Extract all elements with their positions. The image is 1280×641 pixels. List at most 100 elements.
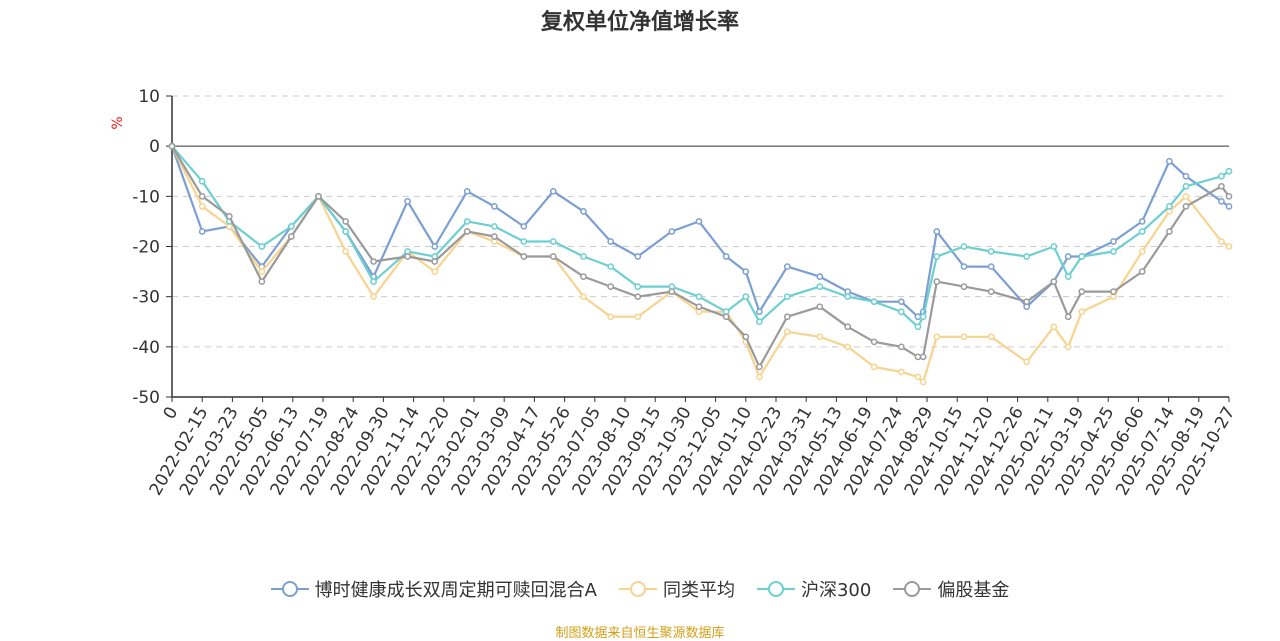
data-point (742, 293, 750, 301)
data-point (1023, 358, 1031, 366)
data-point (844, 293, 852, 301)
data-point (370, 293, 377, 301)
data-point (756, 308, 763, 316)
data-point (549, 253, 557, 260)
data-point (287, 223, 295, 230)
data-point (1050, 243, 1058, 250)
data-point (987, 333, 995, 341)
data-point (370, 258, 377, 265)
data-point (370, 278, 377, 285)
x-tick-label: 0 (160, 404, 183, 423)
data-point (549, 187, 557, 195)
legend-marker-icon (618, 579, 657, 599)
data-point (1218, 198, 1225, 205)
data-point (607, 283, 615, 290)
data-point (431, 268, 439, 275)
legend-item-peer-average[interactable]: 同类平均 (618, 576, 735, 602)
data-point (1225, 167, 1233, 175)
data-point (756, 363, 763, 371)
data-point (933, 278, 941, 285)
data-point (520, 238, 528, 245)
data-point (198, 177, 206, 185)
data-point (933, 228, 941, 235)
data-point (783, 293, 791, 301)
data-point (960, 333, 968, 341)
data-point (987, 288, 995, 295)
data-point (695, 218, 703, 225)
y-tick-label: -10 (132, 187, 160, 207)
data-point (870, 363, 878, 371)
data-point (816, 333, 824, 341)
data-point (742, 268, 750, 275)
data-point (960, 243, 968, 250)
data-point (1182, 182, 1190, 190)
data-point (1138, 228, 1146, 235)
data-point (463, 228, 471, 235)
data-point (897, 343, 905, 351)
data-point (1064, 313, 1072, 321)
data-point (463, 187, 471, 195)
data-source-note: 制图数据来自恒生聚源数据库 (555, 626, 725, 641)
data-point (870, 338, 878, 346)
data-point (1182, 172, 1190, 180)
data-point (1023, 298, 1031, 306)
data-point (1064, 343, 1072, 351)
data-point (315, 192, 322, 200)
data-point (404, 198, 411, 205)
data-point (607, 238, 615, 245)
data-point (914, 313, 922, 321)
data-point (870, 298, 878, 306)
legend-item-fund[interactable]: 博时健康成长双周定期可赎回混合A (270, 576, 597, 602)
data-point (914, 373, 922, 381)
data-point (914, 353, 922, 361)
series-line (171, 145, 1230, 383)
data-point (919, 353, 927, 361)
legend-item-hs300[interactable]: 沪深300 (756, 576, 872, 602)
y-tick-label: -40 (132, 338, 160, 358)
legend-label: 沪深300 (800, 580, 872, 601)
data-point (198, 228, 206, 235)
data-point (431, 243, 439, 250)
series-line (171, 145, 1230, 328)
data-point (897, 368, 905, 376)
chart-legend: 博时健康成长双周定期可赎回混合A 同类平均 沪深300 偏股基金 (0, 576, 1280, 602)
data-point (549, 238, 557, 245)
data-point (634, 253, 642, 260)
data-point (580, 293, 587, 301)
data-point (816, 273, 824, 280)
chart-title: 复权单位净值增长率 (540, 10, 739, 35)
data-point (987, 248, 995, 255)
data-point (258, 243, 266, 250)
data-point (668, 288, 676, 295)
data-point (342, 248, 349, 255)
data-point (816, 303, 824, 311)
data-point (933, 333, 941, 341)
data-point (1064, 273, 1072, 280)
data-point (198, 203, 206, 210)
series-line (171, 145, 1230, 368)
data-point (580, 273, 587, 280)
data-point (897, 308, 905, 316)
data-point (1078, 288, 1086, 295)
legend-marker-icon (270, 579, 309, 599)
data-point (634, 293, 642, 301)
data-point (342, 218, 349, 225)
data-point (491, 223, 498, 230)
data-point (722, 313, 730, 321)
data-point (580, 208, 587, 215)
data-point (960, 283, 968, 290)
legend-marker-icon (893, 579, 932, 599)
data-point (722, 253, 730, 260)
data-point (668, 228, 676, 235)
data-point (1225, 243, 1233, 250)
data-point (783, 328, 791, 336)
legend-item-equity-fund[interactable]: 偏股基金 (893, 576, 1009, 602)
data-point (198, 192, 206, 200)
data-point (1023, 253, 1031, 260)
data-point (933, 253, 941, 260)
data-point (1182, 192, 1190, 200)
data-point (914, 323, 922, 331)
y-axis-unit-label: % (110, 116, 126, 129)
data-point (960, 263, 968, 270)
data-point (1110, 238, 1117, 245)
